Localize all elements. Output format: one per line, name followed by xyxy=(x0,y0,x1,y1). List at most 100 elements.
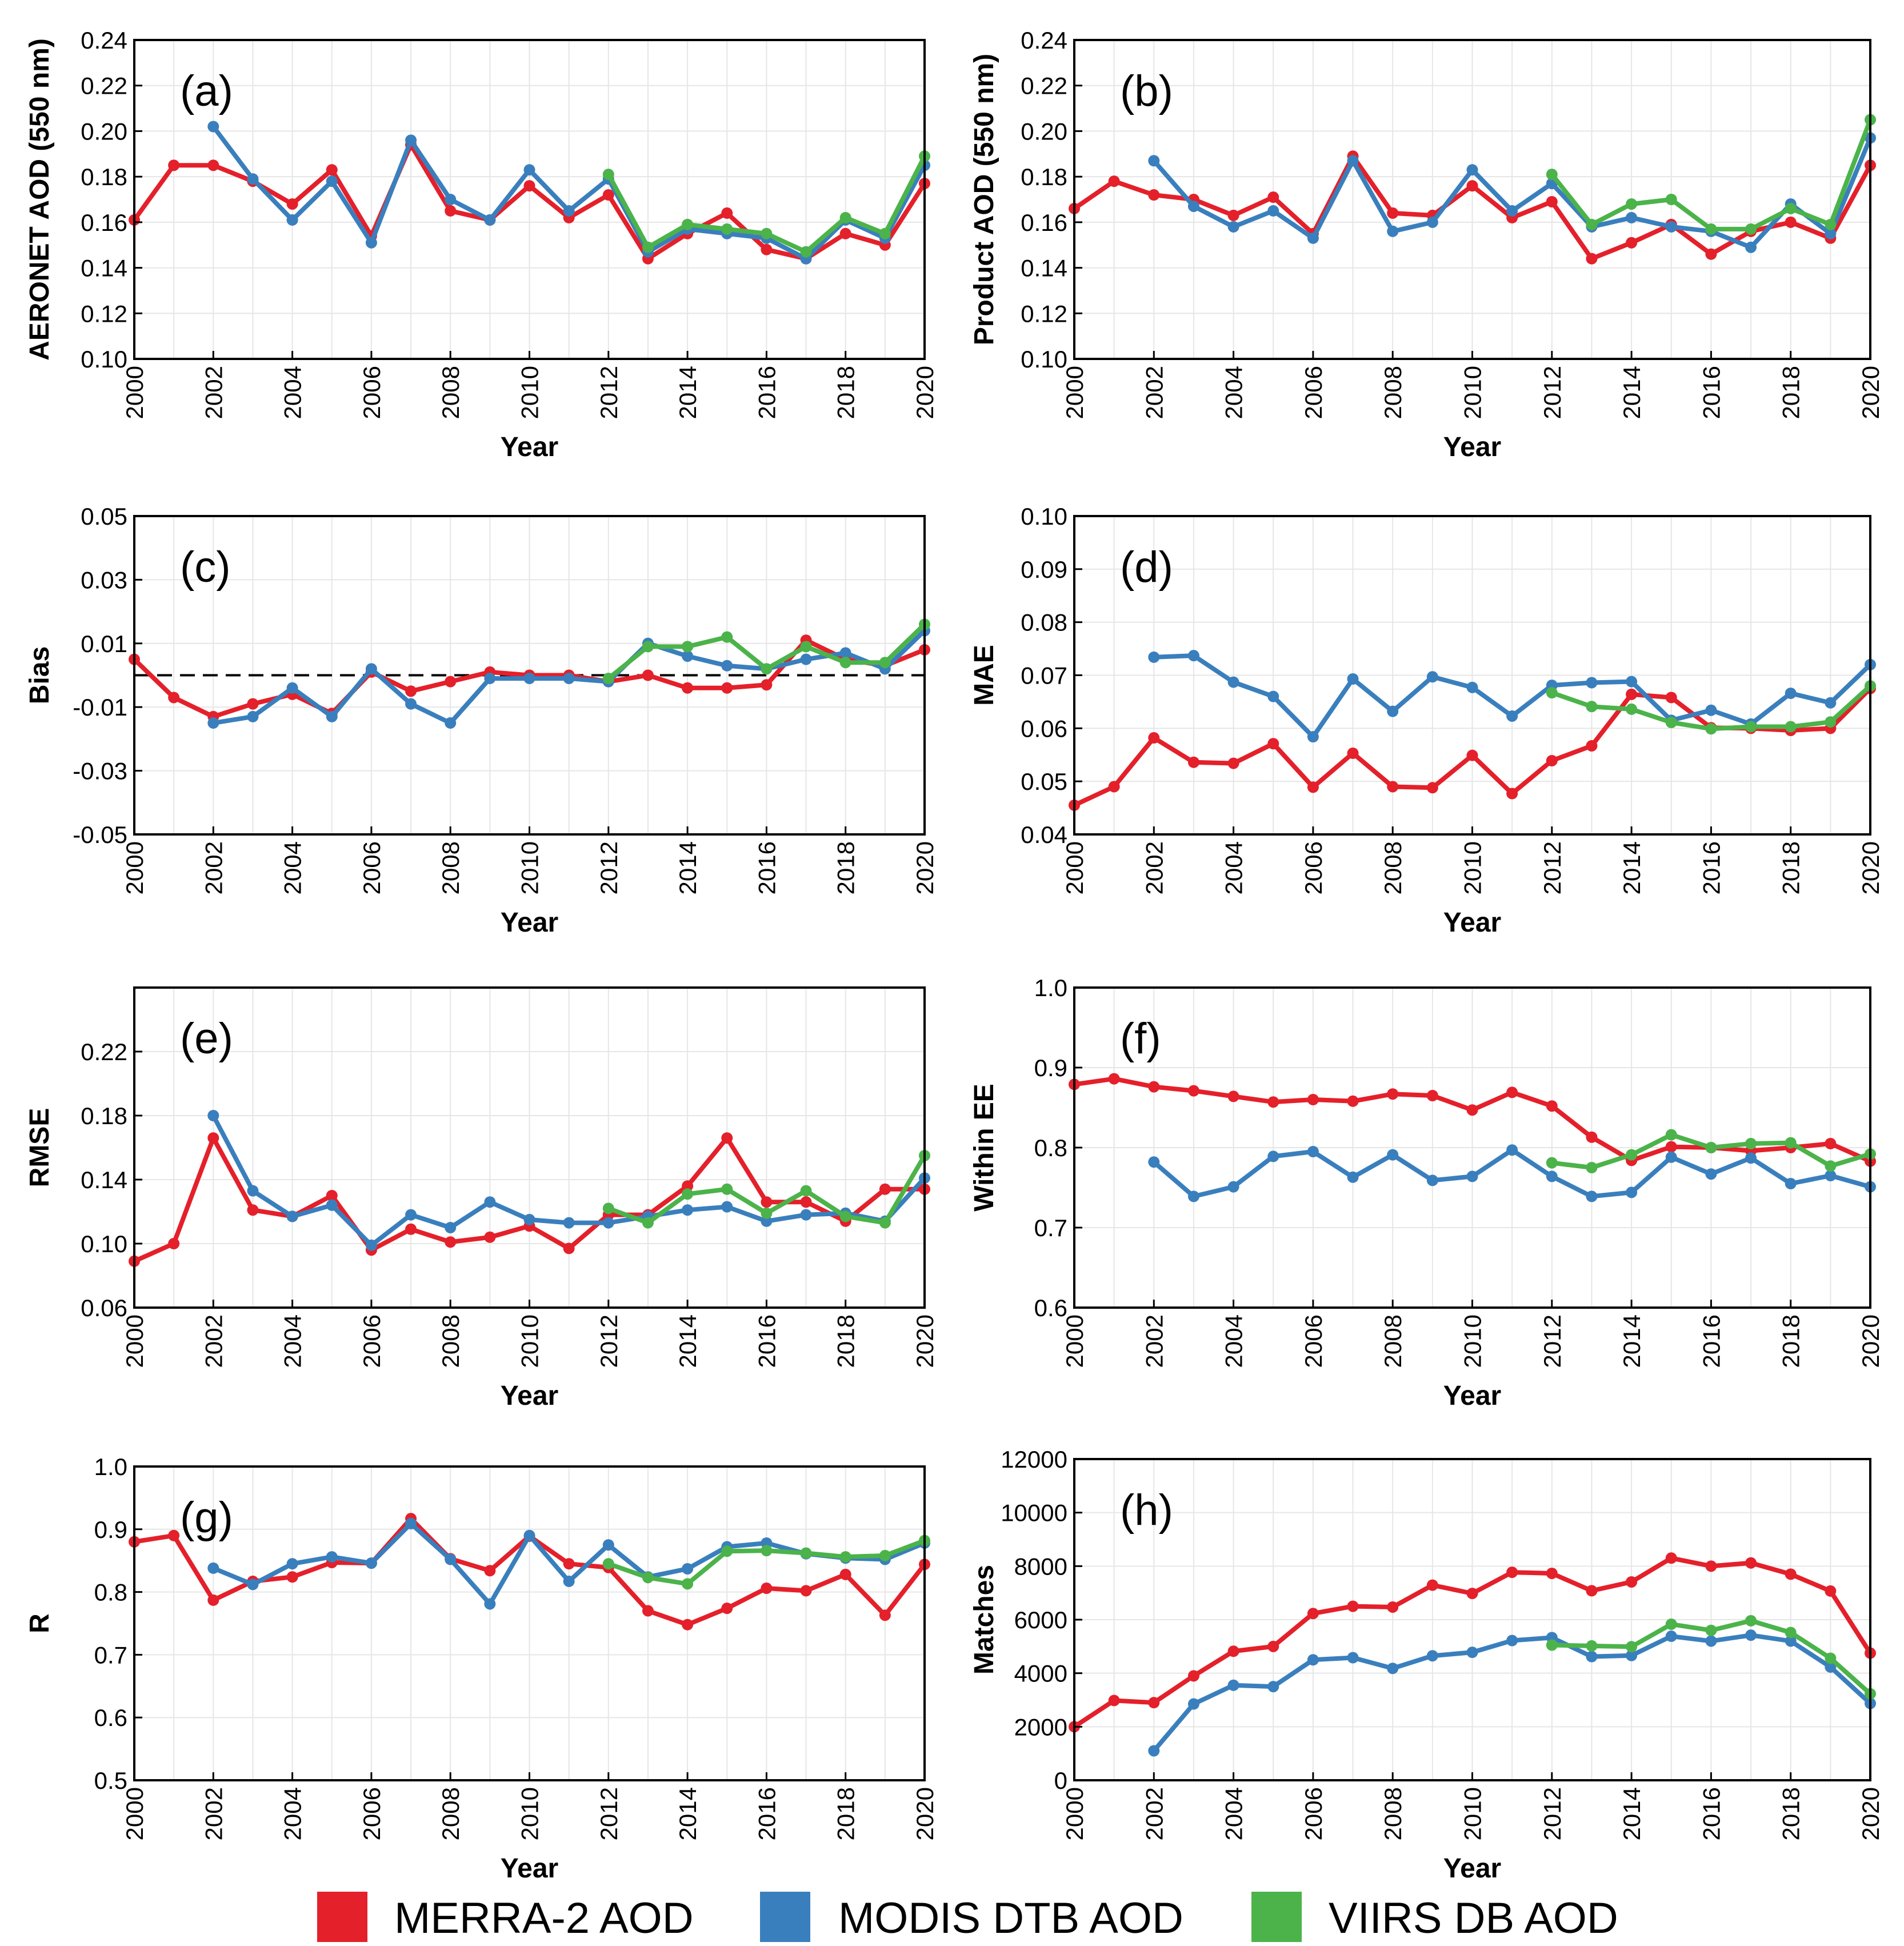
data-point-merra-2 xyxy=(800,1196,812,1208)
data-point-viirs xyxy=(721,223,733,235)
legend-swatch-merra-2 xyxy=(317,1892,367,1942)
data-point-merra-2 xyxy=(286,198,298,210)
x-tick-label: 2016 xyxy=(753,366,780,419)
data-point-modis xyxy=(365,663,377,675)
data-point-viirs xyxy=(602,169,614,181)
data-point-modis xyxy=(1586,1651,1598,1663)
data-point-modis xyxy=(1745,1629,1757,1641)
panel-label: (c) xyxy=(180,543,231,592)
data-point-merra-2 xyxy=(1227,209,1239,221)
x-tick-label: 2012 xyxy=(1539,1314,1566,1368)
data-point-modis xyxy=(1626,1186,1638,1198)
data-point-merra-2 xyxy=(484,1565,496,1577)
x-tick-label: 2016 xyxy=(1698,366,1725,419)
data-point-viirs xyxy=(879,1549,891,1561)
y-tick-label: 0.10 xyxy=(1021,503,1067,530)
data-point-merra-2 xyxy=(1267,738,1279,750)
data-point-modis xyxy=(1307,1654,1319,1666)
x-tick-label: 2002 xyxy=(200,1314,227,1368)
chart-panel-e: 0.06 0.10 0.14 0.18 0.22 2000 2002 2004 2006 2008… xyxy=(25,986,938,1411)
data-point-merra-2 xyxy=(1546,754,1558,766)
chart-panel-b: 0.10 0.12 0.14 0.16 0.18 0.20 0.22 0.24 2000 2002… xyxy=(969,27,1884,462)
y-axis-title: Within EE xyxy=(969,1084,999,1212)
y-tick-label: 0.10 xyxy=(1021,346,1067,373)
data-point-viirs xyxy=(1626,1641,1638,1653)
data-point-modis xyxy=(1825,1661,1837,1673)
data-point-modis xyxy=(405,698,417,710)
data-point-viirs xyxy=(1586,1162,1598,1173)
data-point-merra-2 xyxy=(326,1190,338,1201)
data-point-modis xyxy=(207,717,219,729)
x-axis-title: Year xyxy=(501,1853,558,1884)
y-axis-title: Bias xyxy=(25,646,55,704)
data-point-merra-2 xyxy=(1387,207,1399,219)
data-point-modis xyxy=(207,121,219,133)
x-tick-label: 2000 xyxy=(1061,366,1088,419)
x-tick-label: 2016 xyxy=(1698,841,1725,894)
y-tick-label: 0.20 xyxy=(1021,118,1067,145)
x-tick-label: 2008 xyxy=(1379,841,1406,894)
data-point-merra-2 xyxy=(1387,1088,1399,1100)
data-point-modis xyxy=(484,673,496,685)
y-tick-label: 0.14 xyxy=(81,1166,127,1193)
data-point-modis xyxy=(365,1557,377,1569)
x-tick-label: 2008 xyxy=(437,1787,464,1840)
y-axis-title: Product AOD (550 nm) xyxy=(969,54,999,345)
data-point-merra-2 xyxy=(1665,1552,1677,1564)
data-point-viirs xyxy=(1665,194,1677,205)
data-point-modis xyxy=(326,710,338,722)
x-tick-label: 2000 xyxy=(1061,1314,1088,1368)
data-point-viirs xyxy=(839,657,851,669)
x-tick-label: 2006 xyxy=(1300,841,1327,894)
data-point-modis xyxy=(365,237,377,249)
data-point-modis xyxy=(1665,1631,1677,1643)
chart-panel-d: 0.04 0.05 0.06 0.07 0.08 0.09 0.10 2000 2002 2004… xyxy=(969,503,1884,938)
data-point-viirs xyxy=(1546,687,1558,699)
x-tick-label: 2006 xyxy=(358,1314,385,1368)
data-point-modis xyxy=(247,1579,259,1591)
data-point-modis xyxy=(800,653,812,665)
data-point-modis xyxy=(1506,205,1518,217)
x-tick-label: 2012 xyxy=(595,366,622,419)
x-tick-label: 2020 xyxy=(911,841,938,894)
data-point-viirs xyxy=(1825,218,1837,230)
y-tick-label: 0.8 xyxy=(1034,1134,1067,1161)
data-point-modis xyxy=(1426,216,1438,228)
data-point-merra-2 xyxy=(1148,1081,1160,1093)
x-tick-label: 2008 xyxy=(437,841,464,894)
data-point-modis xyxy=(207,1110,219,1121)
data-point-merra-2 xyxy=(1347,1095,1359,1107)
x-tick-label: 2010 xyxy=(517,1314,543,1368)
x-tick-label: 2014 xyxy=(674,1314,701,1368)
data-point-merra-2 xyxy=(405,685,417,697)
y-axis-title: RMSE xyxy=(25,1108,55,1188)
chart-panel-c: -0.05 -0.03 -0.01 0.01 0.03 0.05 2000 2002 2004 2… xyxy=(25,503,938,938)
y-tick-label: 4000 xyxy=(1014,1660,1067,1687)
data-point-modis xyxy=(1148,1156,1160,1168)
data-point-merra-2 xyxy=(1187,1085,1199,1097)
data-point-modis xyxy=(682,1204,694,1216)
data-point-merra-2 xyxy=(879,1183,891,1195)
data-point-merra-2 xyxy=(1466,749,1478,761)
x-tick-label: 2010 xyxy=(1459,366,1486,419)
x-tick-label: 2004 xyxy=(279,1314,306,1368)
x-tick-label: 2004 xyxy=(1221,366,1247,419)
x-tick-label: 2010 xyxy=(1459,1314,1486,1368)
data-point-viirs xyxy=(602,673,614,685)
panel-label: (g) xyxy=(180,1493,233,1542)
data-point-merra-2 xyxy=(682,1180,694,1192)
data-point-modis xyxy=(523,1214,535,1225)
data-point-merra-2 xyxy=(1506,1567,1518,1579)
data-point-merra-2 xyxy=(1506,788,1518,800)
data-point-modis xyxy=(445,1222,457,1233)
data-point-viirs xyxy=(1626,1149,1638,1161)
data-point-merra-2 xyxy=(800,1585,812,1597)
x-tick-label: 2018 xyxy=(833,841,859,894)
data-point-viirs xyxy=(1745,223,1757,235)
data-point-modis xyxy=(563,1575,575,1587)
data-point-merra-2 xyxy=(445,676,457,688)
data-point-viirs xyxy=(1665,1129,1677,1141)
x-axis-title: Year xyxy=(501,908,558,938)
data-point-viirs xyxy=(1745,1138,1757,1149)
y-axis-title: AERONET AOD (550 nm) xyxy=(25,38,55,361)
